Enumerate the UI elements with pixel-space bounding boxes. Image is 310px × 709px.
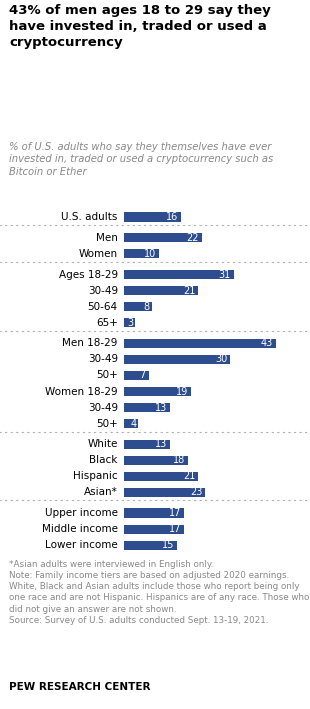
- Bar: [124, 371, 149, 380]
- Bar: [124, 456, 188, 465]
- Text: 13: 13: [155, 440, 167, 450]
- Bar: [124, 269, 233, 279]
- Text: 31: 31: [219, 269, 231, 279]
- Text: 7: 7: [140, 371, 146, 381]
- Text: 50+: 50+: [96, 371, 118, 381]
- Text: Lower income: Lower income: [45, 540, 118, 550]
- Text: 3: 3: [127, 318, 134, 328]
- Bar: [124, 212, 180, 222]
- Text: Black: Black: [89, 455, 118, 465]
- Bar: [124, 339, 276, 348]
- Text: Women: Women: [79, 249, 118, 259]
- Text: 17: 17: [169, 508, 181, 518]
- Text: 23: 23: [190, 488, 202, 498]
- Bar: [124, 540, 177, 550]
- Text: 8: 8: [143, 301, 149, 311]
- Bar: [124, 525, 184, 534]
- Bar: [124, 440, 170, 450]
- Bar: [124, 508, 184, 518]
- Text: *Asian adults were interviewed in English only.
Note: Family income tiers are ba: *Asian adults were interviewed in Englis…: [9, 560, 310, 625]
- Text: Men 18-29: Men 18-29: [62, 338, 118, 348]
- Bar: [124, 354, 230, 364]
- Text: 16: 16: [166, 212, 178, 222]
- Text: 18: 18: [173, 455, 185, 465]
- Bar: [124, 249, 159, 259]
- Text: 4: 4: [131, 418, 137, 428]
- Bar: [124, 471, 198, 481]
- Text: 22: 22: [186, 233, 199, 242]
- Bar: [124, 318, 135, 328]
- Bar: [124, 286, 198, 296]
- Bar: [124, 302, 152, 311]
- Text: PEW RESEARCH CENTER: PEW RESEARCH CENTER: [9, 682, 151, 692]
- Text: 21: 21: [183, 471, 195, 481]
- Text: 10: 10: [144, 249, 157, 259]
- Bar: [124, 233, 202, 242]
- Text: 30-49: 30-49: [88, 403, 118, 413]
- Text: Men: Men: [96, 233, 118, 242]
- Text: White: White: [87, 440, 118, 450]
- Text: 43: 43: [261, 338, 273, 348]
- Text: 65+: 65+: [96, 318, 118, 328]
- Text: % of U.S. adults who say they themselves have ever
invested in, traded or used a: % of U.S. adults who say they themselves…: [9, 142, 273, 177]
- Text: 19: 19: [176, 386, 188, 396]
- Bar: [124, 488, 205, 497]
- Text: Asian*: Asian*: [84, 488, 118, 498]
- Text: 30-49: 30-49: [88, 286, 118, 296]
- Text: Middle income: Middle income: [42, 525, 118, 535]
- Text: 21: 21: [183, 286, 195, 296]
- Bar: [124, 386, 191, 396]
- Text: Ages 18-29: Ages 18-29: [59, 269, 118, 279]
- Text: 13: 13: [155, 403, 167, 413]
- Text: 15: 15: [162, 540, 174, 550]
- Text: 17: 17: [169, 525, 181, 535]
- Text: 30: 30: [215, 354, 227, 364]
- Text: U.S. adults: U.S. adults: [61, 212, 118, 222]
- Text: 50+: 50+: [96, 418, 118, 428]
- Text: Upper income: Upper income: [45, 508, 118, 518]
- Text: 43% of men ages 18 to 29 say they
have invested in, traded or used a
cryptocurre: 43% of men ages 18 to 29 say they have i…: [9, 4, 271, 48]
- Bar: [124, 403, 170, 413]
- Text: 50-64: 50-64: [88, 301, 118, 311]
- Text: 30-49: 30-49: [88, 354, 118, 364]
- Text: Women 18-29: Women 18-29: [45, 386, 118, 396]
- Bar: [124, 419, 138, 428]
- Text: Hispanic: Hispanic: [73, 471, 118, 481]
